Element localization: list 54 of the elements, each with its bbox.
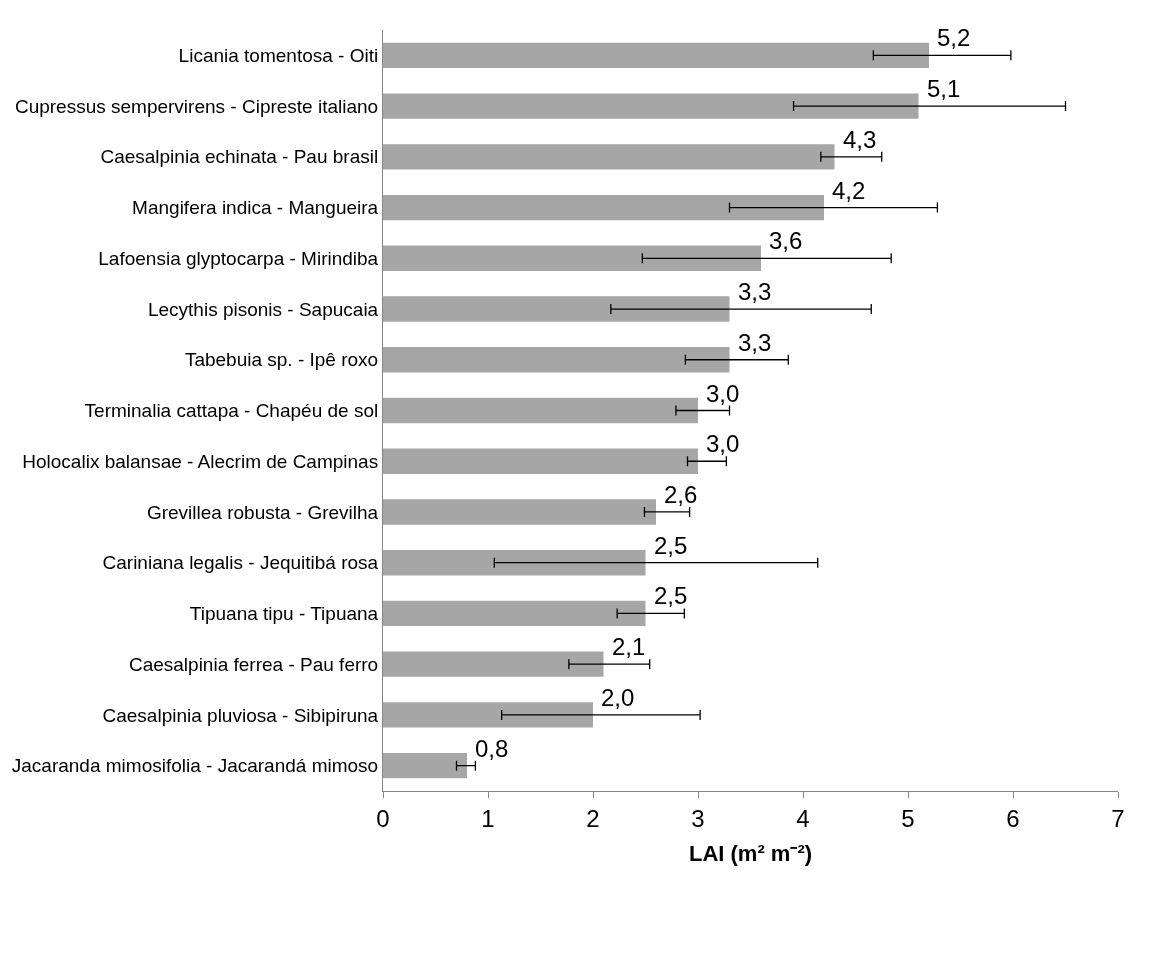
x-tick-label: 4 <box>796 804 810 832</box>
bar <box>383 752 467 779</box>
x-tick-label: 5 <box>901 804 915 832</box>
bar <box>383 245 761 271</box>
bar <box>383 93 919 119</box>
bar <box>383 550 646 576</box>
data-label: 3,0 <box>706 380 740 407</box>
y-tick-label: Mangifera indica - Mangueira <box>132 197 379 219</box>
y-tick-label: Grevillea robusta - Grevilha <box>146 501 379 523</box>
y-tick-label: Caesalpinia echinata - Pau brasil <box>100 146 379 168</box>
x-tick-label: 7 <box>1111 804 1125 832</box>
bar <box>383 397 698 424</box>
y-tick-label: Lecythis pisonis - Sapucaia <box>147 298 379 320</box>
bar <box>383 144 835 170</box>
y-tick-label: Caesalpinia pluviosa - Sibipiruna <box>102 704 379 726</box>
data-label: 2,6 <box>664 481 698 508</box>
x-axis-title: LAI (m² m⁻²) <box>688 840 813 866</box>
bar <box>383 651 604 677</box>
data-label: 4,2 <box>832 177 866 204</box>
y-tick-label: Licania tomentosa - Oiti <box>178 45 379 67</box>
bar <box>383 499 656 525</box>
data-label: 4,3 <box>843 126 877 153</box>
bar <box>383 296 730 322</box>
y-tick-label: Cupressus sempervirens - Cipreste italiano <box>14 95 379 117</box>
y-tick-label: Jacaranda mimosifolia - Jacarandá mimoso <box>11 755 379 777</box>
y-tick-label: Terminalia cattapa - Chapéu de sol <box>84 400 379 422</box>
bar <box>383 702 593 728</box>
x-tick-label: 2 <box>586 804 600 832</box>
data-label: 5,1 <box>927 75 961 102</box>
data-label: 2,1 <box>612 633 646 660</box>
x-tick-label: 3 <box>691 804 705 832</box>
x-tick-label: 6 <box>1006 804 1020 832</box>
data-label: 0,8 <box>475 735 509 762</box>
bar <box>383 347 730 373</box>
x-tick-label: 0 <box>376 804 390 832</box>
data-label: 3,3 <box>738 329 772 356</box>
data-label: 3,0 <box>706 430 740 457</box>
data-label: 2,0 <box>601 684 635 711</box>
data-label: 5,2 <box>937 24 971 51</box>
y-tick-label: Caesalpinia ferrea - Pau ferro <box>128 653 379 675</box>
data-label: 2,5 <box>654 532 688 559</box>
bar <box>383 42 929 69</box>
data-label: 3,6 <box>769 227 803 254</box>
bar <box>383 448 698 474</box>
data-label: 2,5 <box>654 582 688 609</box>
bar <box>383 194 824 221</box>
bar <box>383 600 646 627</box>
y-tick-label: Tabebuia sp. - Ipê roxo <box>184 349 379 371</box>
y-tick-label: Lafoensia glyptocarpa - Mirindiba <box>98 247 379 269</box>
y-tick-label: Tipuana tipu - Tipuana <box>189 603 379 625</box>
data-label: 3,3 <box>738 278 772 305</box>
x-tick-label: 1 <box>481 804 495 832</box>
y-tick-label: Holocalix balansae - Alecrim de Campinas <box>22 450 379 472</box>
y-tick-label: Cariniana legalis - Jequitibá rosa <box>102 552 379 574</box>
